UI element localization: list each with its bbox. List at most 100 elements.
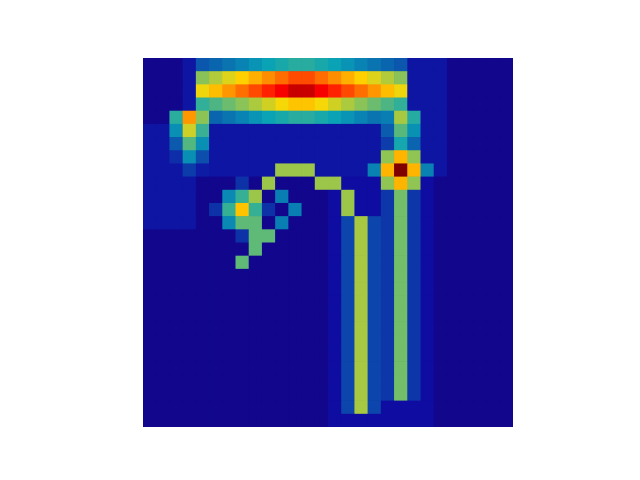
heatmap-cell <box>380 123 395 138</box>
heatmap-cell <box>182 97 197 111</box>
heatmap-cell <box>499 242 513 256</box>
heatmap-cell <box>460 163 474 177</box>
heatmap-cell <box>235 216 249 230</box>
heatmap-cell <box>195 176 210 191</box>
heatmap-cell <box>156 334 170 349</box>
heatmap-cell <box>341 334 355 349</box>
heatmap-cell <box>156 387 170 401</box>
heatmap-cell <box>261 97 276 111</box>
heatmap-cell <box>301 295 316 309</box>
heatmap-cell <box>301 374 316 388</box>
heatmap-cell <box>222 334 236 349</box>
heatmap-cell <box>275 255 289 270</box>
heatmap-cell <box>301 84 316 98</box>
heatmap-cell <box>446 268 461 283</box>
heatmap-cell <box>209 387 223 401</box>
heatmap-cell <box>195 163 210 177</box>
heatmap-cell <box>195 374 210 388</box>
heatmap-cell <box>473 58 487 72</box>
heatmap-cell <box>288 229 302 243</box>
heatmap-cell <box>275 387 289 401</box>
heatmap-cell <box>328 361 342 375</box>
heatmap-cell <box>248 163 263 177</box>
heatmap-cell <box>420 84 434 98</box>
heatmap-cell <box>222 110 236 125</box>
heatmap-cell <box>275 176 289 191</box>
heatmap-cell <box>341 110 355 125</box>
heatmap-cell <box>261 295 276 309</box>
heatmap-cell <box>328 242 342 256</box>
heatmap-cell <box>222 400 236 415</box>
heatmap-cell <box>222 202 236 217</box>
heatmap-cell <box>341 163 355 177</box>
heatmap-cell <box>486 242 501 256</box>
heatmap-cell <box>288 110 302 125</box>
heatmap-cell <box>248 58 263 72</box>
heatmap-cell <box>314 321 329 336</box>
heatmap-cell <box>261 229 276 243</box>
heatmap-cell <box>499 400 513 415</box>
heatmap-cell <box>314 334 329 349</box>
heatmap-cell <box>407 150 421 164</box>
heatmap-cell <box>420 189 434 204</box>
heatmap-cell <box>367 84 382 98</box>
heatmap-cell <box>156 242 170 256</box>
heatmap-cell <box>182 189 197 204</box>
heatmap-cell <box>169 97 183 111</box>
heatmap-cell <box>460 150 474 164</box>
heatmap-cell <box>288 321 302 336</box>
heatmap-cell <box>354 374 368 388</box>
heatmap-cell <box>433 97 448 111</box>
heatmap-cell <box>460 97 474 111</box>
heatmap-cell <box>275 361 289 375</box>
heatmap-cell <box>486 282 501 296</box>
heatmap-cell <box>222 189 236 204</box>
heatmap-cell <box>235 268 249 283</box>
heatmap-cell <box>420 176 434 191</box>
heatmap-cell <box>314 229 329 243</box>
heatmap-cell <box>486 413 501 427</box>
heatmap-cell <box>486 202 501 217</box>
heatmap-cell <box>235 110 249 125</box>
heatmap-cell <box>156 347 170 362</box>
heatmap-cell <box>328 137 342 151</box>
heatmap-cell <box>143 400 157 415</box>
heatmap-cell <box>446 321 461 336</box>
heatmap-cell <box>209 97 223 111</box>
heatmap-cell <box>499 361 513 375</box>
heatmap-cell <box>182 347 197 362</box>
heatmap-cell <box>222 229 236 243</box>
heatmap-cell <box>380 400 395 415</box>
heatmap-cell <box>380 242 395 256</box>
heatmap-cell <box>195 97 210 111</box>
heatmap-cell <box>341 282 355 296</box>
heatmap-image <box>143 58 513 427</box>
heatmap-cell <box>301 163 316 177</box>
heatmap-cell <box>328 374 342 388</box>
heatmap-cell <box>486 123 501 138</box>
heatmap-cell <box>486 308 501 322</box>
heatmap-cell <box>328 334 342 349</box>
heatmap-cell <box>407 176 421 191</box>
heatmap-cell <box>248 321 263 336</box>
heatmap-cell <box>328 163 342 177</box>
heatmap-cell <box>486 150 501 164</box>
heatmap-cell <box>380 295 395 309</box>
heatmap-cell <box>261 242 276 256</box>
heatmap-cell <box>420 268 434 283</box>
heatmap-cell <box>314 163 329 177</box>
heatmap-cell <box>446 413 461 427</box>
heatmap-cell <box>420 374 434 388</box>
heatmap-cell <box>261 268 276 283</box>
heatmap-cell <box>473 202 487 217</box>
heatmap-cell <box>261 321 276 336</box>
heatmap-cell <box>473 71 487 85</box>
heatmap-cell <box>380 189 395 204</box>
heatmap-cell <box>354 400 368 415</box>
heatmap-cell <box>169 58 183 72</box>
heatmap-cell <box>420 295 434 309</box>
heatmap-cell <box>169 110 183 125</box>
heatmap-cell <box>380 216 395 230</box>
heatmap-cell <box>486 347 501 362</box>
heatmap-cell <box>354 110 368 125</box>
